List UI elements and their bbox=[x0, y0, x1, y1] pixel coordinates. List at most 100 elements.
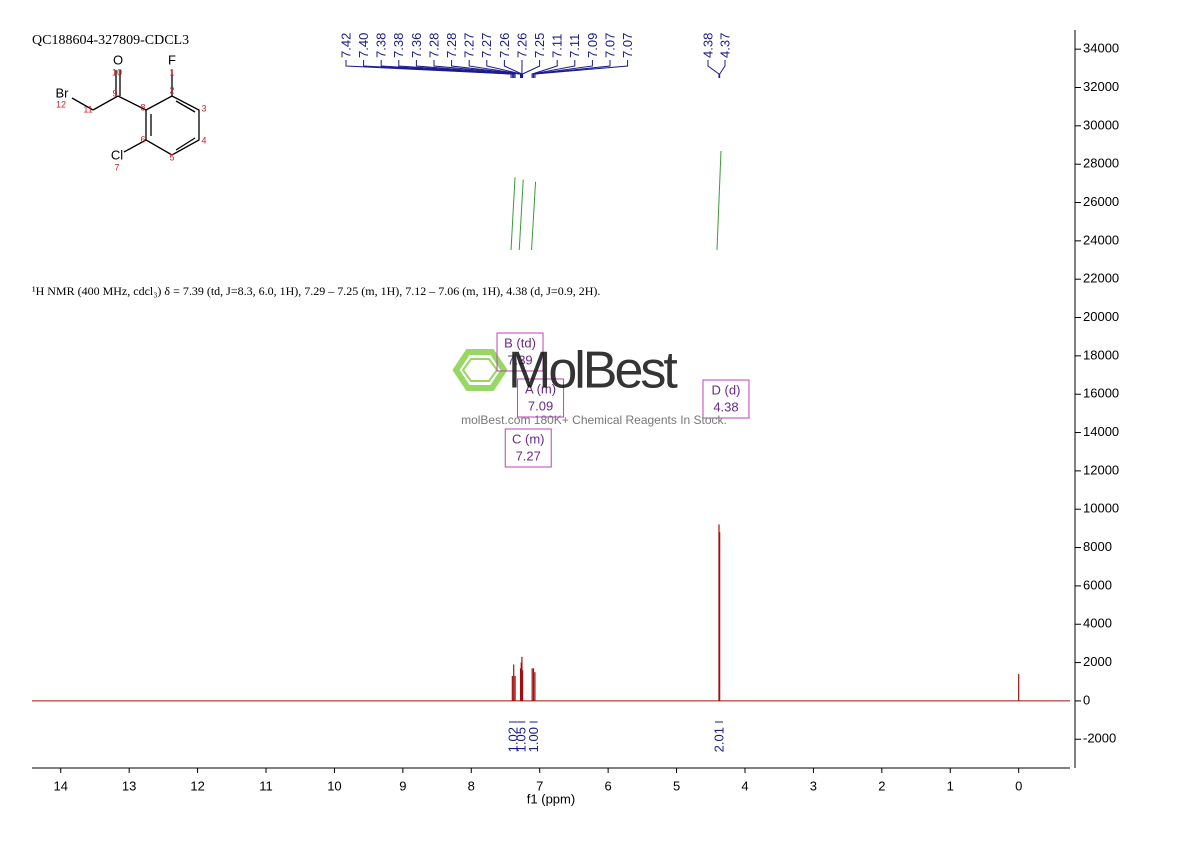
peak-label: 7.27 bbox=[479, 33, 494, 58]
integral-curve bbox=[518, 179, 524, 251]
y-tick-label: 2000 bbox=[1083, 654, 1112, 669]
multiplet-box bbox=[504, 428, 552, 468]
carbon-number: 2 bbox=[169, 85, 174, 95]
multiplet-name: C (m) bbox=[512, 431, 545, 446]
atom-label: Cl bbox=[111, 147, 123, 162]
y-tick-label: 6000 bbox=[1083, 577, 1112, 592]
x-tick-label: 11 bbox=[259, 778, 273, 793]
peak-label-connector bbox=[451, 60, 522, 78]
x-tick-label: 12 bbox=[190, 778, 204, 793]
peak-label: 7.11 bbox=[550, 34, 565, 58]
multiplet-box bbox=[702, 379, 750, 419]
y-tick-label: 8000 bbox=[1083, 539, 1112, 554]
watermark-logo-icon bbox=[452, 349, 508, 391]
peak-label-connector bbox=[363, 60, 513, 78]
x-tick-label: 5 bbox=[673, 778, 680, 793]
nmr-description: ¹H NMR (400 MHz, cdcl₃) δ = 7.39 (td, J=… bbox=[32, 284, 601, 298]
peak-label-connector bbox=[415, 60, 516, 78]
peak-label: 7.07 bbox=[620, 33, 635, 58]
y-tick-label: 26000 bbox=[1083, 194, 1119, 209]
integral-label: 1.02 bbox=[505, 727, 520, 752]
peak-label: 7.42 bbox=[338, 33, 353, 58]
x-tick-label: 9 bbox=[399, 778, 406, 793]
chart-title: QC188604-327809-CDCL3 bbox=[32, 33, 189, 48]
multiplet-shift: 7.39 bbox=[507, 352, 532, 367]
watermark-text: molBest.com 180K+ Chemical Reagents In S… bbox=[461, 413, 727, 427]
multiplet-name: B (td) bbox=[504, 335, 536, 350]
carbon-number: 6 bbox=[140, 134, 145, 144]
x-tick-label: 6 bbox=[605, 778, 612, 793]
peak-label: 7.28 bbox=[426, 33, 441, 58]
atom-number: 10 bbox=[112, 67, 122, 77]
integral-curve bbox=[531, 181, 537, 251]
x-tick-label: 7 bbox=[536, 778, 543, 793]
peak-label: 7.40 bbox=[356, 33, 371, 58]
y-tick-label: 34000 bbox=[1083, 41, 1119, 56]
peak-label-connector bbox=[531, 60, 576, 78]
peak-label: 7.38 bbox=[391, 33, 406, 58]
y-tick-label: 16000 bbox=[1083, 386, 1119, 401]
peak-label-connector bbox=[531, 60, 558, 78]
peak-label-connector bbox=[719, 60, 726, 78]
carbon-number: 11 bbox=[83, 104, 92, 114]
y-tick-label: -2000 bbox=[1083, 731, 1116, 746]
peak-label: 7.25 bbox=[532, 33, 547, 58]
x-tick-label: 2 bbox=[878, 778, 885, 793]
x-tick-label: 14 bbox=[54, 778, 68, 793]
x-tick-label: 13 bbox=[122, 778, 136, 793]
x-tick-label: 4 bbox=[741, 778, 748, 793]
peak-label: 7.28 bbox=[444, 33, 459, 58]
atom-label: O bbox=[113, 52, 123, 67]
atom-label: F bbox=[168, 52, 176, 67]
peak-label-connector bbox=[345, 60, 512, 78]
peak-label-connector bbox=[707, 60, 720, 78]
y-tick-label: 4000 bbox=[1083, 616, 1112, 631]
peak-label-connector bbox=[533, 60, 593, 78]
peak-label: 7.36 bbox=[409, 33, 424, 58]
y-tick-label: 32000 bbox=[1083, 79, 1119, 94]
peak-label: 7.27 bbox=[462, 33, 477, 58]
peak-label: 7.11 bbox=[567, 34, 582, 58]
y-tick-label: 18000 bbox=[1083, 347, 1119, 362]
atom-number: 7 bbox=[114, 162, 119, 172]
peak-label-connector bbox=[398, 60, 515, 78]
multiplet-box bbox=[517, 378, 565, 418]
multiplet-name: D (d) bbox=[712, 382, 741, 397]
carbon-number: 4 bbox=[201, 135, 206, 145]
multiplet-box bbox=[496, 332, 544, 372]
carbon-number: 5 bbox=[169, 152, 174, 162]
y-tick-label: 20000 bbox=[1083, 309, 1119, 324]
y-tick-label: 12000 bbox=[1083, 462, 1119, 477]
peak-label: 4.38 bbox=[700, 33, 715, 58]
integral-label: 2.01 bbox=[711, 727, 726, 752]
peak-label: 7.07 bbox=[602, 33, 617, 58]
peak-label-connector bbox=[486, 60, 522, 78]
carbon-number: 9 bbox=[112, 88, 117, 98]
carbon-number: 3 bbox=[201, 103, 206, 113]
y-tick-label: 10000 bbox=[1083, 501, 1119, 516]
x-tick-label: 10 bbox=[327, 778, 341, 793]
multiplet-shift: 4.38 bbox=[713, 399, 738, 414]
y-tick-label: 14000 bbox=[1083, 424, 1119, 439]
atom-number: 12 bbox=[56, 99, 66, 109]
x-tick-label: 1 bbox=[947, 778, 954, 793]
peak-label-connector bbox=[503, 60, 523, 78]
x-tick-label: 0 bbox=[1015, 778, 1022, 793]
integral-curve bbox=[510, 177, 516, 251]
integral-label: 1.00 bbox=[526, 727, 541, 752]
x-tick-label: 8 bbox=[468, 778, 475, 793]
atom-label: Br bbox=[56, 85, 70, 100]
peak-label: 4.37 bbox=[717, 33, 732, 58]
y-tick-label: 28000 bbox=[1083, 156, 1119, 171]
y-tick-label: 22000 bbox=[1083, 271, 1119, 286]
peak-label: 7.38 bbox=[374, 33, 389, 58]
peak-label: 7.09 bbox=[585, 33, 600, 58]
x-tick-label: 3 bbox=[810, 778, 817, 793]
watermark-logo: MolBest bbox=[508, 342, 678, 400]
structure-bonds bbox=[71, 70, 200, 156]
x-axis-label: f1 (ppm) bbox=[527, 791, 575, 806]
y-tick-label: 30000 bbox=[1083, 117, 1119, 132]
carbon-number: 8 bbox=[140, 102, 145, 112]
